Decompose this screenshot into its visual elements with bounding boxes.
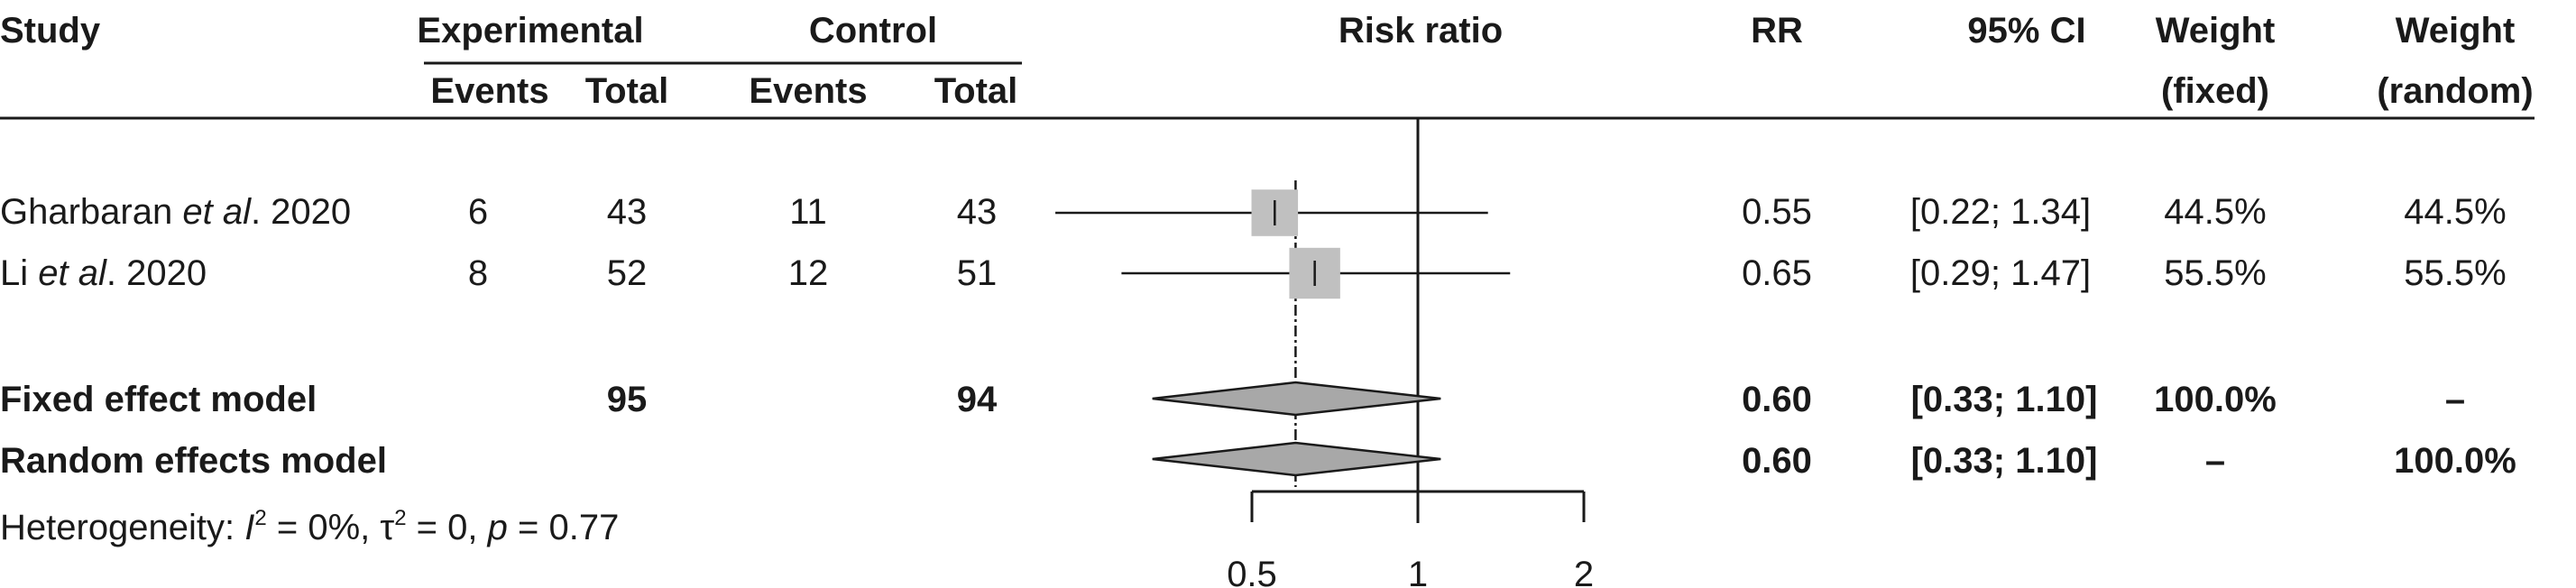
study-1-weight-fixed: 44.5% xyxy=(2164,192,2266,232)
study-2-weight-random: 55.5% xyxy=(2404,253,2506,293)
random-model-diamond xyxy=(1152,441,1441,477)
study-1-exp-events: 6 xyxy=(468,192,488,232)
study-2-ci: [0.29; 1.47] xyxy=(1910,253,2091,293)
fixed-model-diamond xyxy=(1152,381,1441,417)
header-experimental: Experimental xyxy=(417,11,643,51)
study-1-weight-random: 44.5% xyxy=(2404,192,2506,232)
fixed-model-weight-random: – xyxy=(2445,380,2465,419)
fixed-model-ctrl-total: 94 xyxy=(957,380,998,419)
header-rr: RR xyxy=(1751,11,1803,51)
header-study: Study xyxy=(0,11,101,51)
heterogeneity-text: Heterogeneity: I2 = 0%, τ2 = 0, p = 0.77 xyxy=(0,506,619,547)
forest-plot-area: 0.5 1 2 xyxy=(1055,118,1594,588)
x-axis-tick-label: 0.5 xyxy=(1227,555,1277,588)
random-model-weight-random: 100.0% xyxy=(2394,441,2516,481)
header-ctrl-total: Total xyxy=(934,71,1018,111)
fixed-model-ci: [0.33; 1.10] xyxy=(1911,380,2098,419)
x-axis-tick-label: 2 xyxy=(1574,555,1594,588)
header-weight-random-1: Weight xyxy=(2396,11,2516,51)
study-1-ci: [0.22; 1.34] xyxy=(1910,192,2091,232)
study-2-exp-total: 52 xyxy=(607,253,648,293)
study-2-ctrl-total: 51 xyxy=(957,253,998,293)
random-model-label: Random effects model xyxy=(0,441,387,481)
study-2-weight-fixed: 55.5% xyxy=(2164,253,2266,293)
random-model-weight-fixed: – xyxy=(2205,441,2225,481)
study-2-ctrl-events: 12 xyxy=(788,253,829,293)
header-weight-random-2: (random) xyxy=(2377,71,2533,111)
random-model-ci: [0.33; 1.10] xyxy=(1911,441,2098,481)
x-axis-tick-label: 1 xyxy=(1408,555,1428,588)
study-1-rr: 0.55 xyxy=(1742,192,1812,232)
header-ci: 95% CI xyxy=(1967,11,2085,51)
fixed-model-rr: 0.60 xyxy=(1742,380,1812,419)
header-exp-events: Events xyxy=(430,71,548,111)
random-model-rr: 0.60 xyxy=(1742,441,1812,481)
study-1-ctrl-events: 11 xyxy=(789,192,827,232)
header-control: Control xyxy=(809,11,937,51)
header-weight-fixed-1: Weight xyxy=(2156,11,2276,51)
study-1-name: Gharbaran et al. 2020 xyxy=(0,192,351,232)
header-ctrl-events: Events xyxy=(749,71,867,111)
study-1-ctrl-total: 43 xyxy=(957,192,998,232)
study-1-exp-total: 43 xyxy=(607,192,648,232)
study-2-name: Li et al. 2020 xyxy=(0,253,207,293)
header-weight-fixed-2: (fixed) xyxy=(2161,71,2269,111)
header-risk-ratio: Risk ratio xyxy=(1339,11,1503,51)
study-2-exp-events: 8 xyxy=(468,253,488,293)
study-2-rr: 0.65 xyxy=(1742,253,1812,293)
header-exp-total: Total xyxy=(585,71,669,111)
fixed-model-exp-total: 95 xyxy=(607,380,648,419)
fixed-model-weight-fixed: 100.0% xyxy=(2154,380,2277,419)
fixed-model-label: Fixed effect model xyxy=(0,380,317,419)
